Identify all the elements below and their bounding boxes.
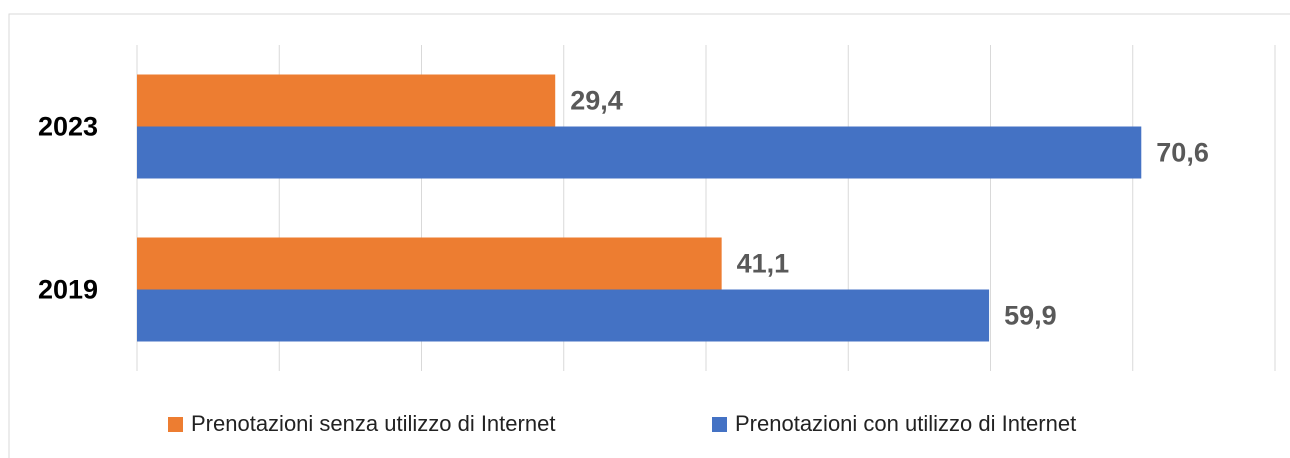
bar	[137, 74, 556, 127]
data-label: 41,1	[737, 249, 790, 279]
legend-swatch	[168, 417, 183, 432]
chart-frame	[8, 13, 1290, 458]
legend-label: Prenotazioni senza utilizzo di Internet	[191, 411, 555, 436]
bar	[137, 126, 1142, 179]
bar	[137, 289, 990, 342]
y-tick-label: 2023	[38, 112, 98, 142]
data-label: 29,4	[570, 86, 623, 116]
legend-swatch	[712, 417, 727, 432]
y-tick-label: 2019	[38, 275, 98, 305]
data-label: 70,6	[1156, 138, 1209, 168]
legend-label: Prenotazioni con utilizzo di Internet	[735, 411, 1076, 436]
bar	[137, 237, 722, 290]
data-label: 59,9	[1004, 301, 1057, 331]
